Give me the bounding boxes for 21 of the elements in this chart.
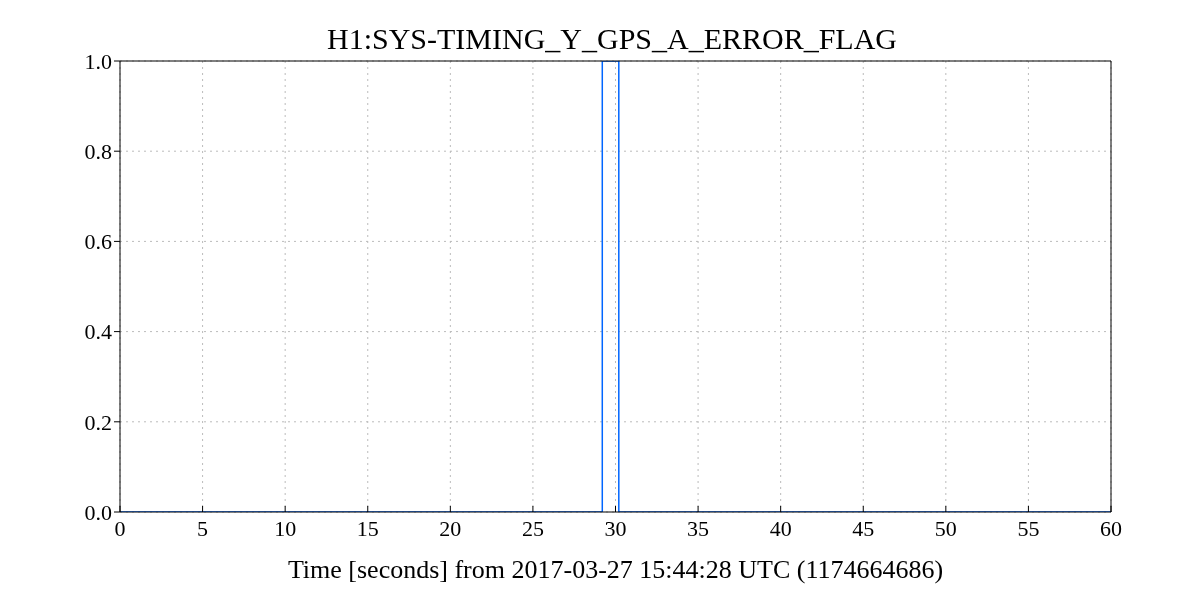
x-tick-label: 30 bbox=[604, 515, 627, 541]
y-tick-label: 0.4 bbox=[84, 319, 112, 345]
x-tick-label: 40 bbox=[769, 515, 792, 541]
x-tick-label: 35 bbox=[687, 515, 710, 541]
x-tick-label: 20 bbox=[439, 515, 462, 541]
x-tick-label: 55 bbox=[1017, 515, 1040, 541]
x-tick-label: 15 bbox=[356, 515, 379, 541]
x-tick-label: 50 bbox=[934, 515, 957, 541]
y-tick-label: 0.8 bbox=[84, 139, 112, 165]
x-tick-label: 0 bbox=[114, 515, 126, 541]
x-tick-label: 25 bbox=[521, 515, 544, 541]
y-tick-label: 0.6 bbox=[84, 229, 112, 255]
y-tick-label: 1.0 bbox=[84, 48, 112, 74]
x-tick-label: 5 bbox=[197, 515, 209, 541]
x-tick-label: 60 bbox=[1100, 515, 1122, 541]
chart-title: H1:SYS-TIMING_Y_GPS_A_ERROR_FLAG bbox=[325, 22, 899, 56]
y-tick-label: 0.2 bbox=[84, 409, 112, 435]
x-tick-label: 45 bbox=[852, 515, 875, 541]
x-tick-label: 10 bbox=[274, 515, 297, 541]
y-tick-label: 0.0 bbox=[84, 499, 112, 525]
x-axis-title: Time [seconds] from 2017-03-27 15:44:28 UTC (1174664686) bbox=[287, 555, 944, 584]
